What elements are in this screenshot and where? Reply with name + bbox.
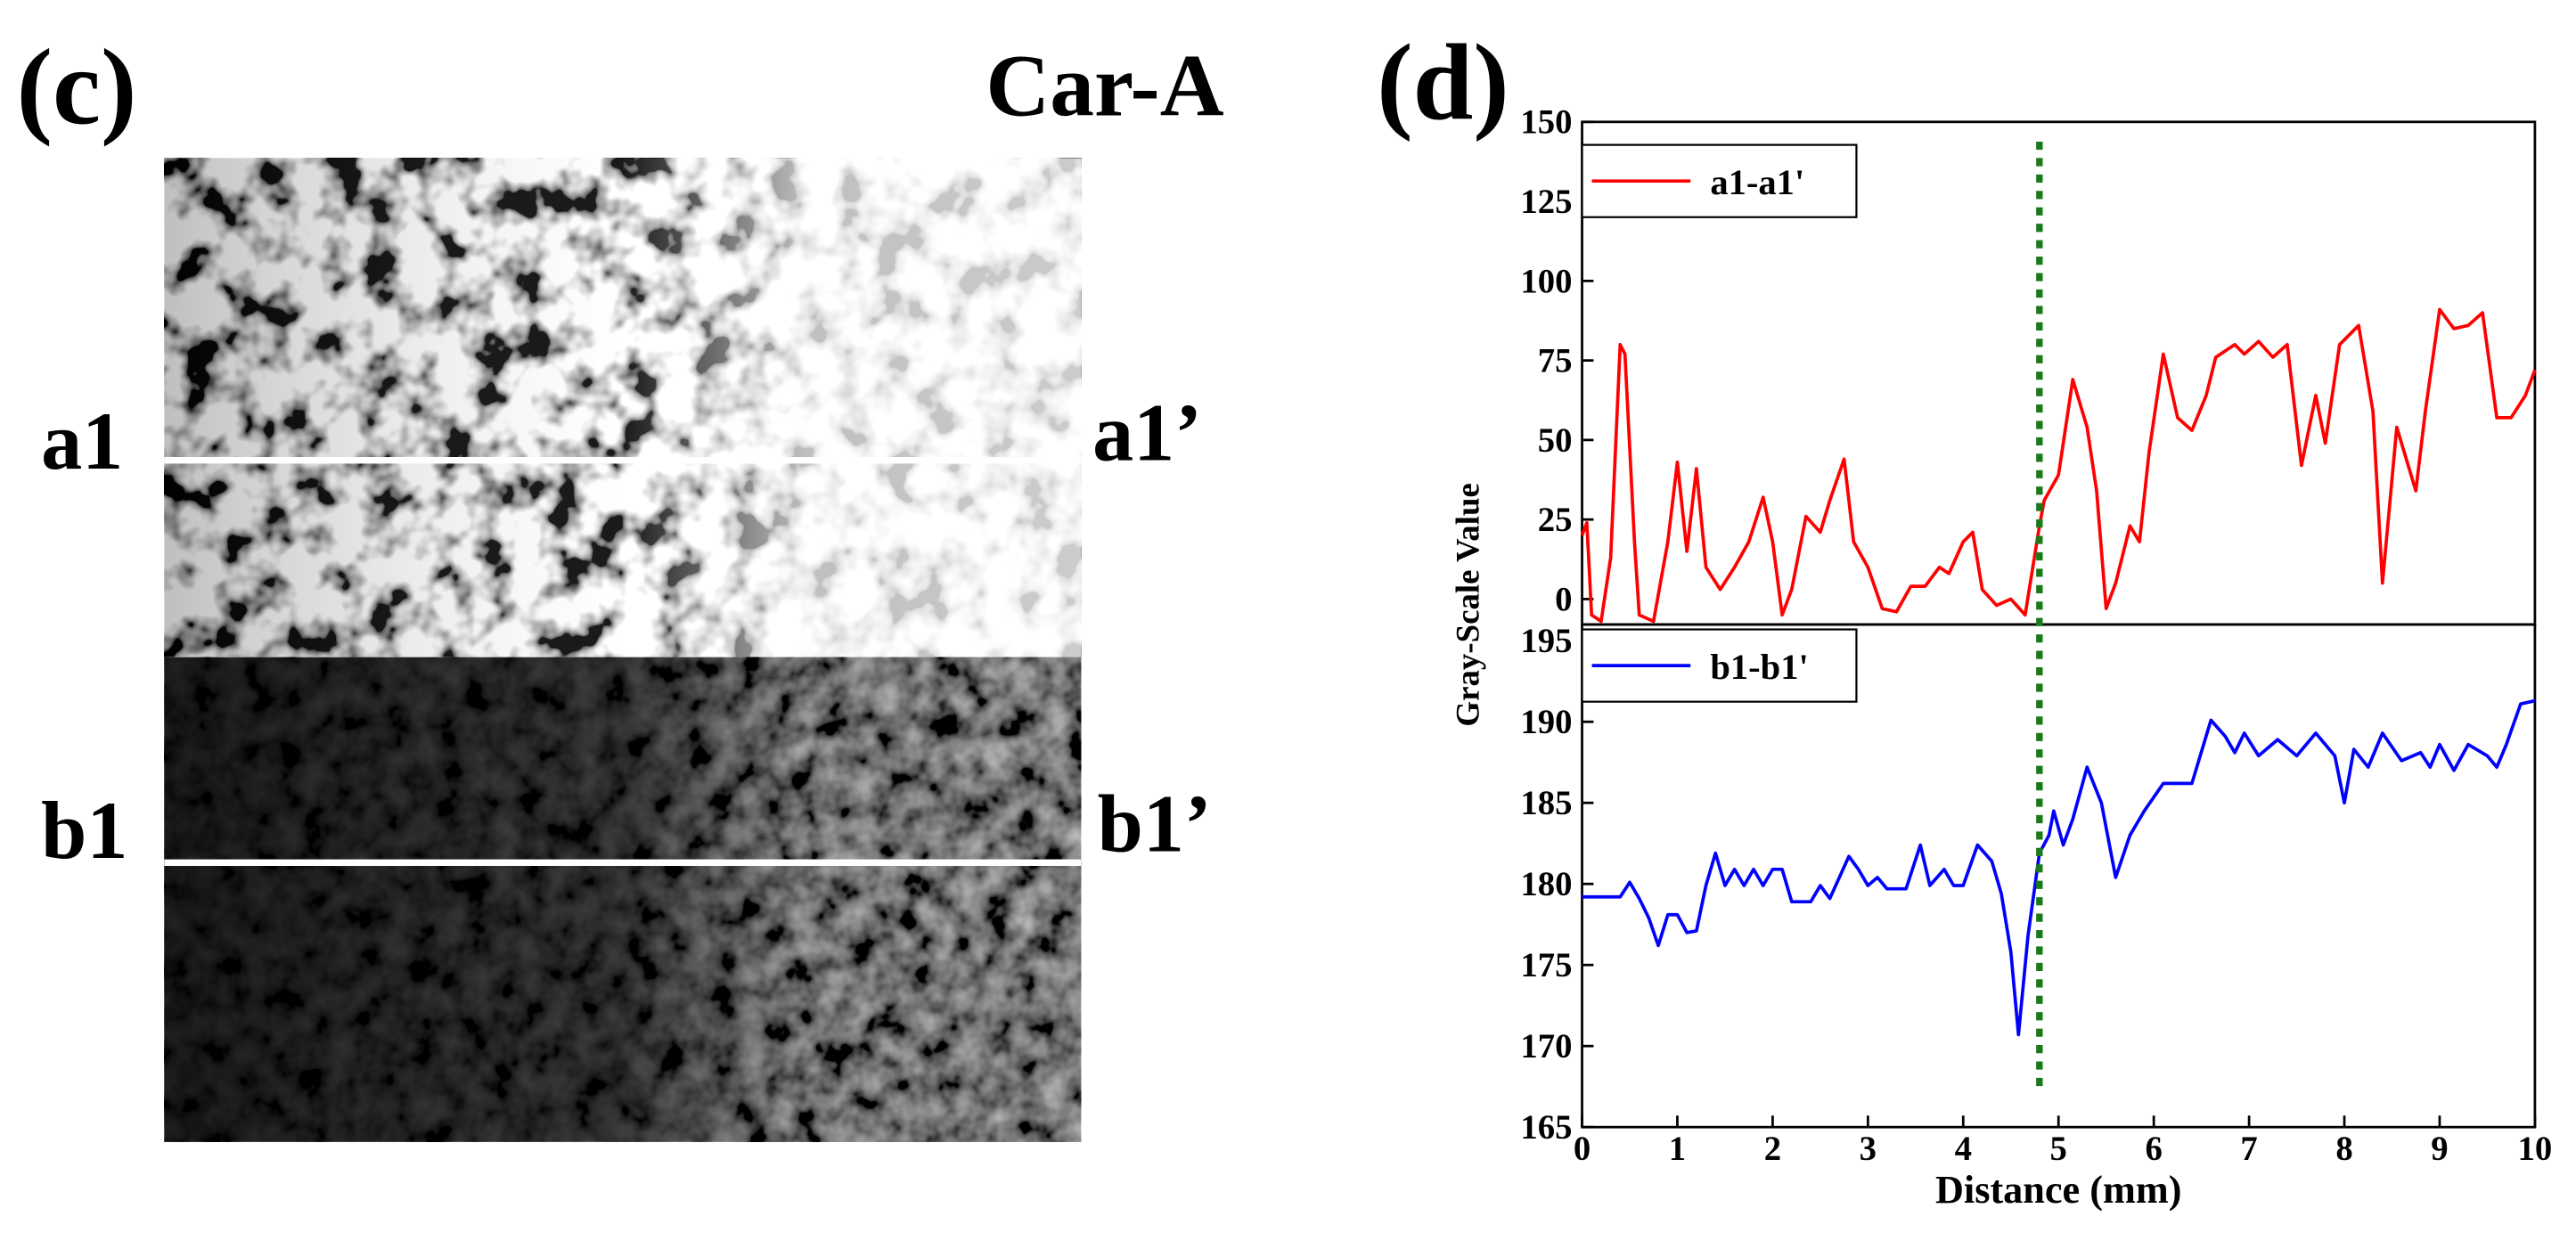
line-label: a1’ — [1092, 388, 1202, 478]
legend-label: a1-a1' — [1710, 162, 1804, 202]
legend-box — [1581, 628, 1858, 703]
y-tick-label: 185 — [1520, 785, 1572, 822]
y-tick-label: 195 — [1520, 623, 1572, 660]
y-tick-label: 0 — [1555, 581, 1572, 618]
x-tick-label: 3 — [1860, 1131, 1877, 1168]
data-line — [1580, 307, 2537, 624]
x-tick-label: 5 — [2050, 1131, 2067, 1168]
x-tick-label: 10 — [2518, 1131, 2553, 1168]
x-tick-label: 9 — [2431, 1131, 2448, 1168]
y-tick-label: 75 — [1538, 343, 1573, 380]
line-label: a1 — [41, 396, 123, 486]
micrograph-shade — [164, 657, 1082, 1142]
y-tick-label: 170 — [1520, 1028, 1572, 1065]
x-tick-label: 8 — [2335, 1131, 2352, 1168]
micrograph-shade — [164, 158, 1082, 657]
y-axis-label: Gray-Scale Value — [1449, 483, 1485, 726]
figure-title: Car-A — [985, 36, 1223, 135]
y-tick-label: 175 — [1520, 947, 1572, 984]
y-tick-label: 165 — [1520, 1109, 1572, 1147]
micrograph — [164, 158, 1082, 1142]
y-tick-label: 125 — [1520, 184, 1572, 221]
x-tick-label: 4 — [1955, 1131, 1972, 1168]
y-tick-label: 150 — [1520, 104, 1572, 142]
legend-label: b1-b1' — [1710, 647, 1808, 687]
y-tick-label: 180 — [1520, 866, 1572, 903]
line-label: b1 — [41, 785, 127, 876]
y-tick-label: 100 — [1520, 263, 1572, 300]
y-tick-label: 50 — [1538, 422, 1573, 460]
y-tick-label: 25 — [1538, 502, 1573, 539]
x-tick-label: 6 — [2145, 1131, 2162, 1168]
line-label: b1’ — [1098, 778, 1212, 869]
x-tick-label: 7 — [2240, 1131, 2257, 1168]
x-axis-label: Distance (mm) — [1935, 1168, 2181, 1212]
y-tick-label: 190 — [1520, 704, 1572, 741]
data-line — [1582, 698, 2536, 1037]
panel-label: (d) — [1377, 23, 1509, 143]
x-tick-label: 2 — [1764, 1131, 1781, 1168]
x-tick-label: 1 — [1669, 1131, 1686, 1168]
panel-label: (c) — [16, 29, 136, 148]
x-tick-label: 0 — [1574, 1131, 1591, 1168]
